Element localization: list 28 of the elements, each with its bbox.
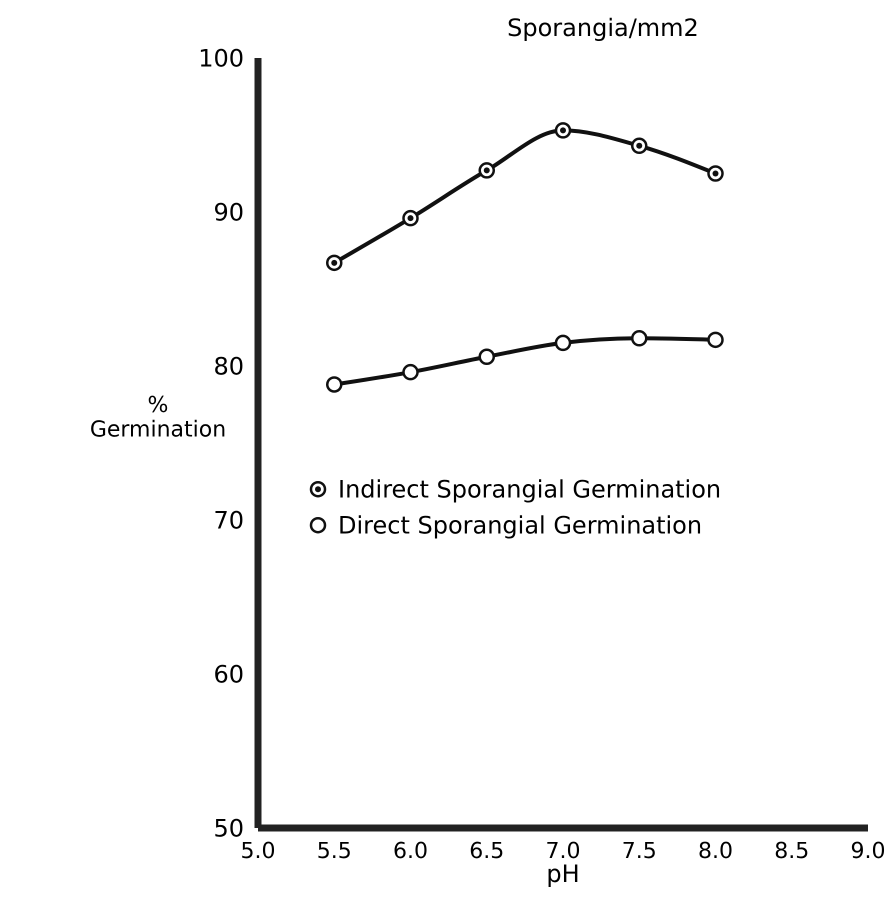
point <box>631 138 648 154</box>
y-tick-label: 70 <box>213 506 244 534</box>
point <box>554 122 572 139</box>
y-tick-label: 90 <box>213 198 244 226</box>
chart-title: Sporangia/mm2 <box>507 14 699 42</box>
point <box>478 348 495 366</box>
x-tick-label: 6.5 <box>469 839 504 864</box>
legend-label: Indirect Sporangial Germination <box>338 476 722 504</box>
x-tick-label: 6.0 <box>393 839 428 864</box>
y-tick-label: 60 <box>213 660 244 688</box>
point <box>707 165 724 182</box>
point <box>402 364 419 380</box>
point <box>326 376 342 393</box>
point <box>631 330 648 347</box>
y-axis-title: % Germination <box>90 393 226 442</box>
x-tick-label: 9.0 <box>850 839 886 864</box>
point <box>554 334 572 352</box>
x-tick-label: 5.5 <box>316 839 352 864</box>
y-tick-label: 100 <box>198 44 244 72</box>
point <box>478 162 495 179</box>
legend-label: Direct Sporangial Germination <box>338 512 702 540</box>
x-tick-label: 8.0 <box>698 839 733 864</box>
y-tick-label: 80 <box>213 352 244 380</box>
x-tick-label: 7.5 <box>622 839 657 864</box>
point <box>707 332 724 348</box>
point <box>402 210 419 226</box>
x-tick-label: 8.5 <box>774 839 810 864</box>
point <box>326 254 342 272</box>
